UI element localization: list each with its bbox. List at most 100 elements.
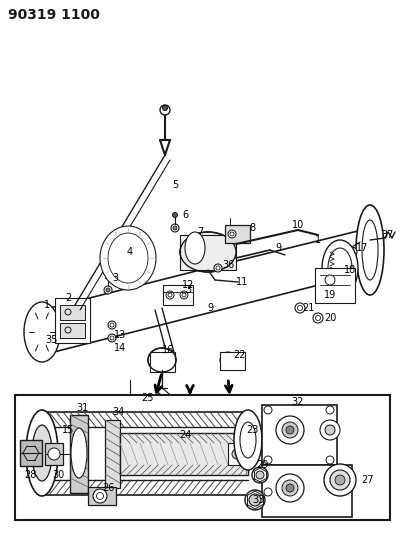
Circle shape bbox=[93, 489, 107, 503]
Ellipse shape bbox=[172, 400, 208, 430]
Circle shape bbox=[228, 230, 236, 238]
Text: 1: 1 bbox=[44, 300, 50, 310]
Text: 20: 20 bbox=[324, 313, 336, 323]
Ellipse shape bbox=[100, 226, 156, 290]
Circle shape bbox=[162, 106, 168, 110]
Circle shape bbox=[282, 480, 298, 496]
Circle shape bbox=[104, 286, 112, 294]
Circle shape bbox=[325, 275, 335, 285]
Ellipse shape bbox=[24, 302, 60, 362]
Circle shape bbox=[325, 425, 335, 435]
Circle shape bbox=[347, 247, 357, 257]
Text: 26: 26 bbox=[102, 483, 114, 493]
Text: 28: 28 bbox=[24, 470, 36, 480]
Circle shape bbox=[286, 426, 294, 434]
Circle shape bbox=[326, 406, 334, 414]
Text: 18: 18 bbox=[344, 265, 356, 275]
Text: 5: 5 bbox=[172, 180, 178, 190]
Text: 9: 9 bbox=[207, 303, 213, 313]
Circle shape bbox=[166, 291, 174, 299]
Bar bbox=[60, 323, 85, 338]
Text: 7: 7 bbox=[197, 227, 203, 237]
Circle shape bbox=[256, 471, 264, 479]
Ellipse shape bbox=[185, 232, 205, 264]
Circle shape bbox=[160, 105, 170, 115]
Ellipse shape bbox=[356, 205, 384, 295]
Circle shape bbox=[171, 224, 179, 232]
Bar bbox=[20, 440, 42, 466]
Ellipse shape bbox=[180, 232, 236, 272]
Circle shape bbox=[249, 494, 261, 506]
Bar bbox=[150, 352, 175, 372]
Circle shape bbox=[264, 406, 272, 414]
Text: 15: 15 bbox=[62, 425, 74, 435]
Bar bbox=[55, 298, 90, 343]
Text: 32: 32 bbox=[292, 397, 304, 407]
Bar bbox=[120, 433, 248, 475]
Circle shape bbox=[320, 420, 340, 440]
Circle shape bbox=[252, 467, 268, 483]
Circle shape bbox=[48, 448, 60, 460]
Text: 8: 8 bbox=[249, 223, 255, 233]
Circle shape bbox=[108, 321, 116, 329]
Text: 12: 12 bbox=[182, 280, 194, 290]
Bar bbox=[180, 235, 236, 270]
Text: 90319 1100: 90319 1100 bbox=[8, 8, 100, 22]
Circle shape bbox=[131, 418, 139, 426]
Text: 2: 2 bbox=[65, 293, 71, 303]
Ellipse shape bbox=[30, 308, 54, 356]
Circle shape bbox=[180, 291, 188, 299]
Text: 21: 21 bbox=[302, 303, 314, 313]
Circle shape bbox=[324, 464, 356, 496]
Text: 29: 29 bbox=[256, 460, 268, 470]
Bar bbox=[105, 420, 120, 488]
Text: 13: 13 bbox=[114, 330, 126, 340]
Bar bbox=[220, 352, 245, 370]
Circle shape bbox=[276, 474, 304, 502]
Bar bbox=[174, 406, 206, 428]
Text: 11: 11 bbox=[236, 277, 248, 287]
Text: 14: 14 bbox=[114, 343, 126, 353]
Text: 9: 9 bbox=[275, 243, 281, 253]
Text: 31: 31 bbox=[76, 403, 88, 413]
Ellipse shape bbox=[26, 410, 58, 496]
Bar bbox=[225, 225, 250, 243]
Bar bbox=[60, 305, 85, 320]
Circle shape bbox=[282, 422, 298, 438]
Text: 4: 4 bbox=[127, 247, 133, 257]
Ellipse shape bbox=[82, 432, 94, 444]
Bar bbox=[70, 415, 88, 493]
Circle shape bbox=[264, 456, 272, 464]
Text: 35: 35 bbox=[46, 335, 58, 345]
Bar bbox=[88, 487, 116, 505]
Text: 3: 3 bbox=[112, 273, 118, 283]
Text: 27: 27 bbox=[362, 475, 374, 485]
Circle shape bbox=[173, 226, 177, 230]
Circle shape bbox=[108, 334, 116, 342]
Text: 25: 25 bbox=[142, 393, 154, 403]
Text: 36: 36 bbox=[222, 260, 234, 270]
Text: 22: 22 bbox=[234, 350, 246, 360]
Bar bbox=[163, 285, 193, 305]
Text: 23: 23 bbox=[246, 425, 258, 435]
Circle shape bbox=[172, 213, 177, 217]
Circle shape bbox=[118, 254, 125, 262]
Ellipse shape bbox=[234, 410, 262, 470]
Ellipse shape bbox=[245, 490, 265, 510]
Circle shape bbox=[313, 313, 323, 323]
Circle shape bbox=[115, 434, 125, 444]
Bar bbox=[45, 443, 63, 465]
Text: 10: 10 bbox=[292, 220, 304, 230]
Ellipse shape bbox=[322, 240, 358, 296]
Ellipse shape bbox=[32, 425, 52, 481]
Circle shape bbox=[286, 484, 294, 492]
Ellipse shape bbox=[148, 348, 176, 372]
Text: 6: 6 bbox=[182, 210, 188, 220]
Ellipse shape bbox=[71, 428, 87, 478]
Bar bbox=[262, 465, 352, 517]
Text: 37: 37 bbox=[382, 230, 394, 240]
Circle shape bbox=[326, 456, 334, 464]
Bar bbox=[315, 268, 355, 303]
Ellipse shape bbox=[116, 401, 144, 429]
Text: 17: 17 bbox=[356, 243, 368, 253]
